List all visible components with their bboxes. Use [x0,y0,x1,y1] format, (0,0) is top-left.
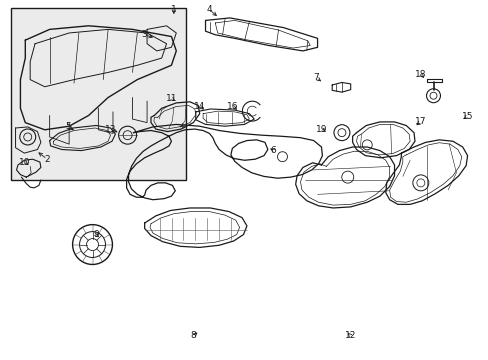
Text: 9: 9 [93,230,99,239]
Text: 16: 16 [226,102,238,111]
Text: 10: 10 [19,158,30,167]
Text: 14: 14 [194,102,205,111]
Text: 18: 18 [414,70,426,79]
Text: 8: 8 [190,332,196,341]
Bar [11,8,185,180]
Text: 6: 6 [270,146,276,155]
Text: 1: 1 [171,5,176,14]
Text: 15: 15 [461,112,472,121]
Text: 3: 3 [142,30,147,39]
Text: 2: 2 [44,155,50,164]
Text: +: + [177,122,184,131]
Text: 11: 11 [165,94,177,103]
Text: 5: 5 [65,122,71,131]
Text: 12: 12 [345,332,356,341]
Text: 13: 13 [104,125,116,134]
Text: 17: 17 [414,117,426,126]
Text: 7: 7 [313,73,319,82]
Text: 19: 19 [315,125,326,134]
Text: 4: 4 [206,5,212,14]
